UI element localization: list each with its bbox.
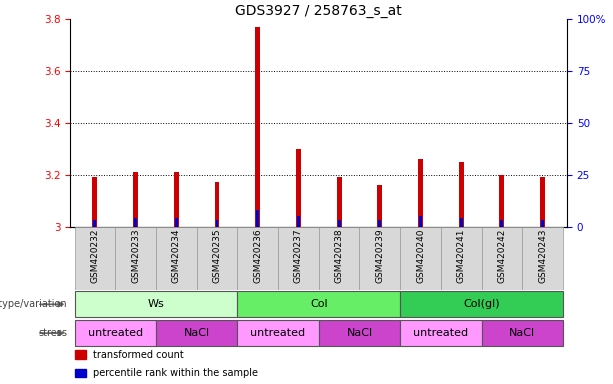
Bar (500, 175, 504, 227)
Bar (75, 227, 115, 290)
Bar (175, 218, 178, 227)
Text: NaCl: NaCl (346, 328, 373, 338)
Bar (75, 351, 86, 359)
Text: genotype/variation: genotype/variation (0, 299, 67, 310)
Bar (216, 220, 218, 227)
Bar (237, 291, 400, 317)
Bar (319, 320, 400, 346)
Bar (237, 320, 319, 346)
Bar (278, 227, 319, 290)
Bar (156, 320, 237, 346)
Bar (338, 220, 341, 227)
Text: GSM420235: GSM420235 (213, 228, 221, 283)
Bar (418, 159, 423, 227)
Bar (482, 227, 522, 290)
Text: GSM420239: GSM420239 (375, 228, 384, 283)
Bar (400, 320, 482, 346)
Text: Ws: Ws (148, 299, 164, 309)
Bar (75, 320, 156, 346)
Bar (378, 220, 381, 227)
Text: GSM420241: GSM420241 (457, 228, 466, 283)
Bar (115, 227, 156, 290)
Bar (378, 185, 383, 227)
Text: GSM420232: GSM420232 (90, 228, 99, 283)
Text: NaCl: NaCl (509, 328, 535, 338)
Bar (256, 210, 259, 227)
Bar (337, 177, 341, 227)
Bar (133, 172, 138, 227)
Text: NaCl: NaCl (184, 328, 210, 338)
Text: GSM420242: GSM420242 (497, 228, 506, 283)
Bar (134, 218, 137, 227)
Bar (156, 227, 197, 290)
Text: stress: stress (39, 328, 67, 338)
Bar (500, 220, 503, 227)
Bar (460, 218, 463, 227)
Text: untreated: untreated (88, 328, 143, 338)
Bar (522, 227, 563, 290)
Bar (540, 177, 545, 227)
Bar (541, 220, 544, 227)
Bar (419, 216, 422, 227)
Text: transformed count: transformed count (93, 350, 183, 360)
Bar (197, 227, 237, 290)
Text: GSM420238: GSM420238 (335, 228, 344, 283)
Bar (482, 320, 563, 346)
Bar (93, 177, 97, 227)
Bar (400, 227, 441, 290)
Text: untreated: untreated (413, 328, 468, 338)
Text: GSM420234: GSM420234 (172, 228, 181, 283)
Bar (359, 227, 400, 290)
Bar (297, 216, 300, 227)
Bar (215, 182, 219, 227)
Bar (459, 162, 463, 227)
Bar (319, 227, 359, 290)
Bar (441, 227, 482, 290)
Bar (75, 369, 86, 377)
Bar (94, 220, 96, 227)
Bar (296, 149, 301, 227)
Bar (237, 227, 278, 290)
Bar (75, 291, 237, 317)
Text: GSM420240: GSM420240 (416, 228, 425, 283)
Bar (255, 27, 260, 227)
Text: GSM420233: GSM420233 (131, 228, 140, 283)
Text: GSM420237: GSM420237 (294, 228, 303, 283)
Text: GSM420243: GSM420243 (538, 228, 547, 283)
Text: Col(gl): Col(gl) (463, 299, 500, 309)
Title: GDS3927 / 258763_s_at: GDS3927 / 258763_s_at (235, 4, 402, 18)
Text: percentile rank within the sample: percentile rank within the sample (93, 368, 258, 378)
Text: untreated: untreated (251, 328, 306, 338)
Text: Col: Col (310, 299, 327, 309)
Text: GSM420236: GSM420236 (253, 228, 262, 283)
Bar (174, 172, 179, 227)
Bar (400, 291, 563, 317)
